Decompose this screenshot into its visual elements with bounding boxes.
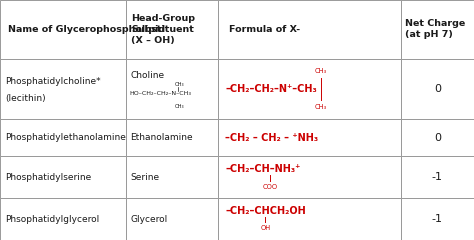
Bar [401, 59, 474, 120]
Bar [0, 0, 126, 59]
Bar [218, 120, 401, 156]
Bar [218, 198, 401, 240]
Text: -1: -1 [432, 214, 443, 224]
Text: Ethanolamine: Ethanolamine [130, 133, 193, 142]
Text: CH₃: CH₃ [175, 82, 185, 87]
Bar [0, 59, 126, 120]
Bar [126, 59, 218, 120]
Text: Formula of X-: Formula of X- [229, 25, 300, 34]
Bar [218, 59, 401, 120]
Text: CH₃: CH₃ [175, 103, 185, 108]
Bar [126, 120, 218, 156]
Bar [126, 156, 218, 198]
Text: Choline: Choline [130, 71, 164, 80]
Text: OH: OH [260, 225, 271, 231]
Text: -1: -1 [432, 172, 443, 182]
Text: Head-Group
Substituent
(X – OH): Head-Group Substituent (X – OH) [131, 14, 195, 45]
Text: Phosphatidylethanolamine: Phosphatidylethanolamine [5, 133, 126, 142]
Bar [126, 198, 218, 240]
Text: –CH₂–CH–NH₃⁺: –CH₂–CH–NH₃⁺ [225, 164, 301, 174]
Bar [218, 0, 401, 59]
Text: Glycerol: Glycerol [130, 215, 167, 224]
Text: –CH₂–CH₂–N⁺–CH₃: –CH₂–CH₂–N⁺–CH₃ [225, 84, 317, 94]
Text: Phsophatidylglycerol: Phsophatidylglycerol [5, 215, 99, 224]
Text: Serine: Serine [130, 173, 159, 182]
Text: Phosphatidylserine: Phosphatidylserine [5, 173, 91, 182]
Text: –CH₂–CHCH₂OH: –CH₂–CHCH₂OH [225, 206, 306, 216]
Text: (lecithin): (lecithin) [5, 94, 46, 102]
Text: Net Charge
(at pH 7): Net Charge (at pH 7) [405, 19, 465, 39]
Bar [126, 0, 218, 59]
Text: –CH₂ – CH₂ – ⁺NH₃: –CH₂ – CH₂ – ⁺NH₃ [225, 133, 319, 143]
Text: 0: 0 [434, 84, 441, 94]
Bar [401, 198, 474, 240]
Bar [401, 156, 474, 198]
Bar [0, 120, 126, 156]
Text: 0: 0 [434, 133, 441, 143]
Text: HO–CH₂–CH₂–N–CH₃: HO–CH₂–CH₂–N–CH₃ [129, 91, 191, 96]
Bar [218, 156, 401, 198]
Bar [401, 0, 474, 59]
Text: CH₃: CH₃ [315, 68, 327, 74]
Text: COO: COO [263, 184, 278, 190]
Bar [0, 198, 126, 240]
Text: CH₃: CH₃ [315, 104, 327, 110]
Text: Phosphatidylcholine*: Phosphatidylcholine* [5, 77, 100, 85]
Bar [401, 120, 474, 156]
Bar [0, 156, 126, 198]
Text: Name of Glycerophospholipid: Name of Glycerophospholipid [8, 25, 164, 34]
